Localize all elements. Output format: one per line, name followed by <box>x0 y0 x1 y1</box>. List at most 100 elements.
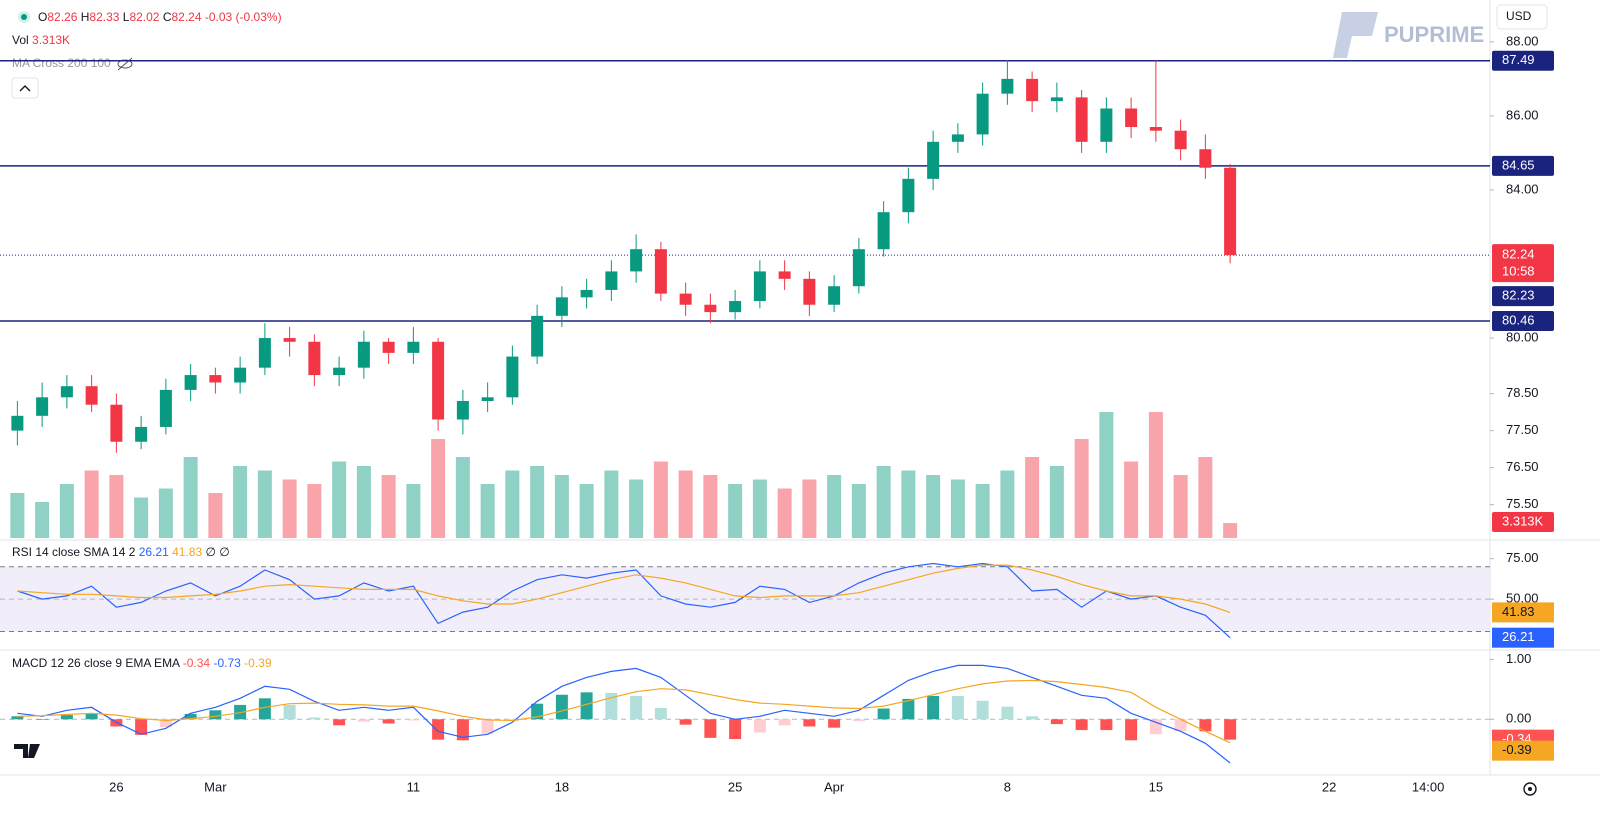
y-tick-label: 75.50 <box>1506 496 1539 511</box>
volume-bar <box>431 439 446 538</box>
volume-bar <box>554 475 569 538</box>
candle-body <box>630 249 643 272</box>
price-line-label: 87.49 <box>1502 52 1535 67</box>
macd-line <box>17 664 1231 764</box>
y-tick-label: 84.00 <box>1506 181 1539 196</box>
histogram-bar <box>456 719 469 741</box>
candle-body <box>852 249 865 287</box>
histogram-bar <box>803 719 816 727</box>
volume-bar <box>1099 412 1114 538</box>
candle-body <box>308 341 321 376</box>
histogram-bar <box>852 719 865 722</box>
candle-body <box>828 286 841 305</box>
candle-body <box>258 338 271 368</box>
volume-bar <box>183 457 198 538</box>
y-tick-label: 80.00 <box>1506 329 1539 344</box>
histogram-bar <box>753 719 766 733</box>
histogram-bar <box>729 719 742 740</box>
legend-value: -0.73 <box>213 656 241 670</box>
candle-body <box>135 426 148 442</box>
legend-value: MACD 12 26 close 9 EMA EMA <box>12 656 180 670</box>
rsi-line <box>17 564 1231 613</box>
price-line-label-box <box>1492 311 1554 332</box>
candle-body <box>654 249 667 294</box>
candle-body <box>481 397 494 402</box>
candle-body <box>357 341 370 368</box>
histogram-bar <box>927 695 940 720</box>
candle-body <box>333 367 346 376</box>
y-tick-label: 77.50 <box>1506 422 1539 437</box>
y-tick-label: 0.00 <box>1506 711 1531 726</box>
volume-bar <box>109 475 124 538</box>
volume-bar <box>1173 475 1188 538</box>
histogram-bar <box>605 692 618 720</box>
histogram-bar <box>1001 706 1014 720</box>
x-tick-label: 25 <box>728 779 742 794</box>
histogram-bar <box>828 719 841 728</box>
candle-body <box>1026 78 1039 102</box>
settings-button[interactable] <box>1523 782 1537 796</box>
histogram-bar <box>382 719 395 724</box>
candle-body <box>976 93 989 135</box>
histogram-bar <box>1224 719 1237 740</box>
x-tick-label: 26 <box>109 779 123 794</box>
volume-bar <box>381 475 396 538</box>
legend-value: RSI 14 close SMA 14 2 <box>12 545 136 559</box>
volume-bar <box>851 484 866 538</box>
indicator-legend: MACD 12 26 close 9 EMA EMA -0.34 -0.73 -… <box>12 656 272 670</box>
candle-body <box>184 375 197 390</box>
legend-value: -0.34 <box>183 656 211 670</box>
volume-bar <box>1074 439 1089 538</box>
volume-bar <box>1198 457 1213 538</box>
volume-bar <box>926 475 941 538</box>
candle-body <box>456 401 469 420</box>
histogram-bar <box>85 713 98 720</box>
volume-bar <box>84 470 99 538</box>
volume-bar <box>480 484 495 538</box>
price-line-label: 80.46 <box>1502 312 1535 327</box>
y-tick-label: 88.00 <box>1506 33 1539 48</box>
candle-body <box>1125 108 1138 128</box>
candle-body <box>927 141 940 179</box>
histogram-bar <box>159 719 172 728</box>
x-tick-label: Apr <box>824 779 845 794</box>
histogram-bar <box>1100 719 1113 731</box>
collapse-button[interactable] <box>11 77 39 99</box>
histogram-bar <box>308 717 321 720</box>
y-tick-label: 50.00 <box>1506 591 1539 606</box>
histogram-bar <box>580 692 593 720</box>
volume-bar <box>876 466 891 538</box>
last-price-label-box <box>1492 244 1554 283</box>
volume-bar <box>505 470 520 538</box>
y-tick-label: 76.50 <box>1506 459 1539 474</box>
volume-bar <box>282 479 297 538</box>
x-tick-label: Mar <box>204 779 227 794</box>
candle-body <box>159 389 172 427</box>
volume-bar <box>134 497 149 538</box>
volume-bar <box>901 470 916 538</box>
candle-body <box>1050 97 1063 102</box>
indicator-legend: MA Cross 200 100 <box>12 56 111 70</box>
bid-label: 82.23 <box>1502 288 1535 303</box>
histogram-bar <box>1199 719 1212 732</box>
rsi-sma-box <box>1492 602 1554 623</box>
candle-body <box>110 404 123 442</box>
volume-bar <box>1223 523 1238 538</box>
volume-bar <box>975 484 990 538</box>
volume-bar <box>802 479 817 538</box>
volume-bar <box>59 484 74 538</box>
volume-bar <box>307 484 322 538</box>
currency-button[interactable]: USD <box>1496 4 1548 30</box>
volume-label: 3.313K <box>1502 513 1544 528</box>
volume-bar <box>455 457 470 538</box>
currency: USD <box>1506 9 1532 23</box>
histogram-bar <box>407 719 420 721</box>
volume-label-box <box>1492 512 1554 532</box>
histogram-bar <box>951 695 964 720</box>
histogram-bar <box>283 704 296 720</box>
candle-body <box>506 356 519 398</box>
volume-bar <box>1148 412 1163 538</box>
candle-body <box>36 397 49 416</box>
